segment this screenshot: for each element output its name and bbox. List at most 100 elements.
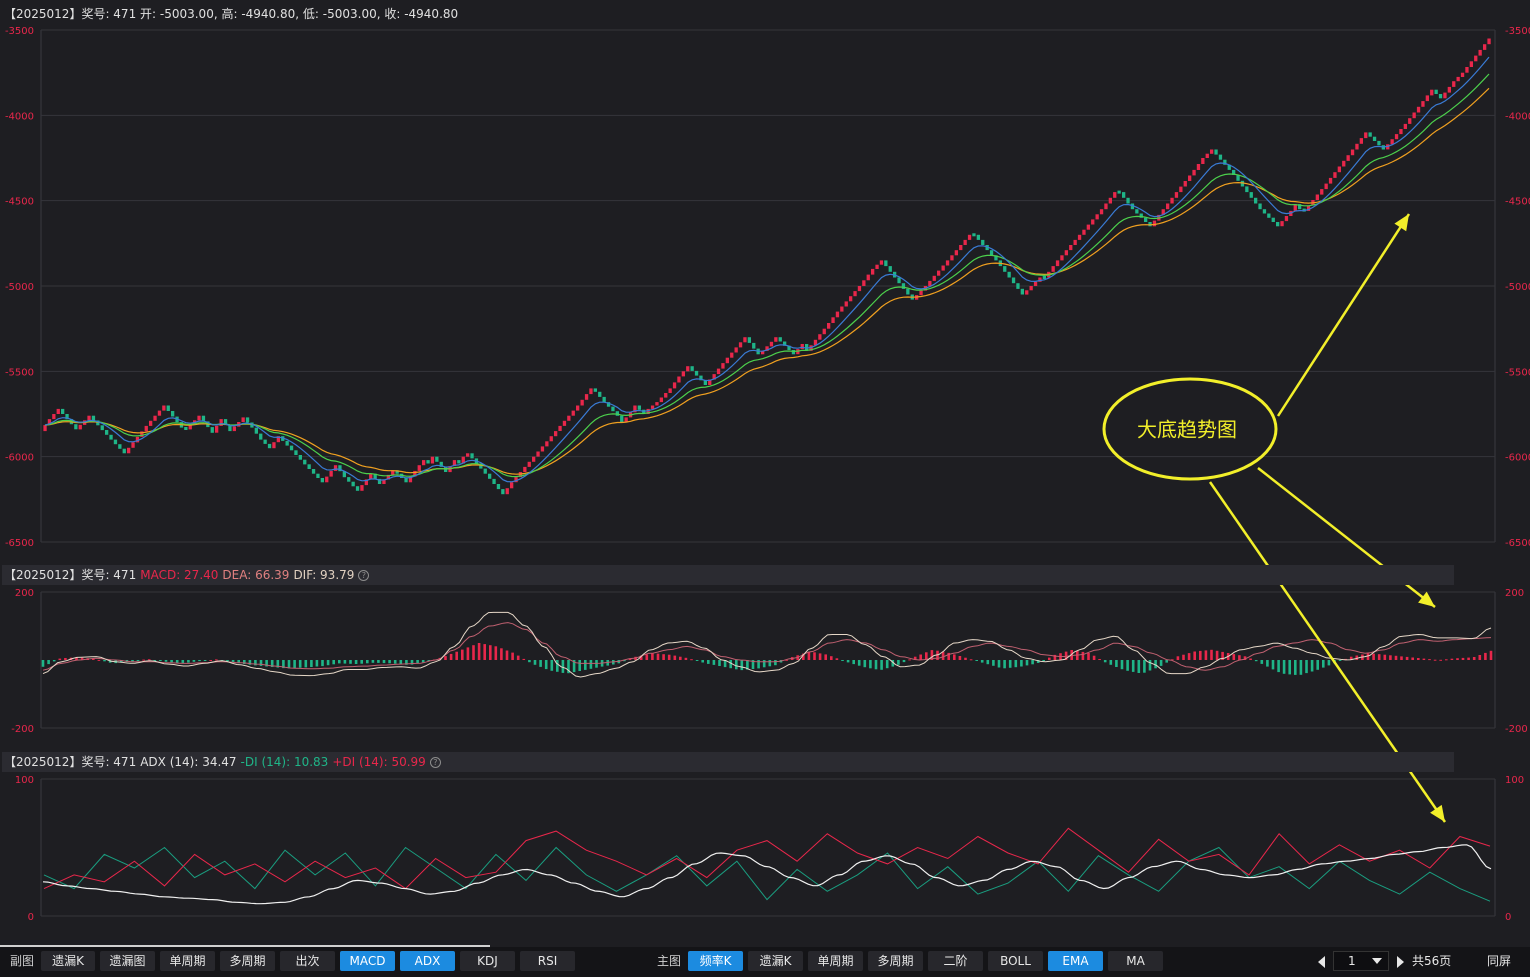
macd-value: MACD: 27.40 (140, 568, 219, 582)
macd-bar (667, 654, 671, 660)
candle (1130, 203, 1135, 210)
main-button-second-order[interactable]: 二阶 (928, 951, 983, 971)
sub-button-omission-chart[interactable]: 遗漏图 (100, 951, 155, 971)
candle (655, 402, 659, 406)
candle (527, 461, 531, 467)
macd-bar (1445, 659, 1448, 661)
macd-bar (377, 660, 380, 663)
candle (1483, 44, 1487, 50)
candle (765, 346, 769, 351)
candle (690, 366, 694, 371)
candle (105, 430, 109, 435)
macd-bar (1316, 660, 1319, 670)
candle (426, 460, 430, 464)
next-page-icon[interactable] (1397, 956, 1404, 968)
candle (813, 339, 818, 346)
candle (976, 234, 980, 240)
candle (664, 393, 668, 398)
macd-bar (902, 660, 906, 663)
sub-button-rsi[interactable]: RSI (520, 951, 575, 971)
main-button-single-period[interactable]: 单周期 (808, 951, 863, 971)
candle (919, 290, 923, 296)
main-button-omission-k[interactable]: 遗漏K (748, 951, 803, 971)
main-button-ma[interactable]: MA (1108, 951, 1163, 971)
candle (835, 311, 840, 318)
candle (1394, 134, 1399, 140)
same-screen-button[interactable]: 同屏 (1486, 954, 1511, 968)
macd-bar (64, 658, 67, 660)
candle (844, 301, 848, 307)
sub-chart-label: 副图 (10, 954, 35, 968)
candle (747, 337, 751, 343)
candle (1460, 72, 1465, 77)
macd-bar (1148, 660, 1152, 671)
sub-button-macd[interactable]: MACD (340, 951, 395, 971)
candle (488, 473, 492, 479)
macd-bar (1143, 660, 1146, 673)
macd-bar (567, 660, 570, 674)
prev-page-icon[interactable] (1318, 956, 1325, 968)
macd-bar (483, 644, 486, 660)
macd-bar (1327, 660, 1331, 666)
sub-button-multi-period[interactable]: 多周期 (220, 951, 275, 971)
macd-bar (584, 660, 587, 670)
macd-bar (304, 660, 308, 668)
macd-bar (455, 651, 458, 660)
candle (263, 439, 267, 444)
macd-bar (578, 660, 581, 671)
candle (1055, 260, 1060, 267)
macd-bar (505, 650, 509, 660)
macd-bar (1294, 660, 1297, 675)
main-button-boll[interactable]: BOLL (988, 951, 1043, 971)
macd-bar (1288, 660, 1291, 675)
candle (483, 468, 487, 474)
macd-bar (550, 660, 554, 671)
candle (1179, 186, 1183, 193)
scrollbar[interactable] (0, 945, 490, 947)
sub-button-occurrences[interactable]: 出次 (280, 951, 335, 971)
charts-canvas[interactable]: -3500 -3500 -4000 -4000 -4500 -4500 -5000 -5000… (0, 0, 1530, 945)
candle (153, 415, 157, 421)
candle (774, 337, 778, 342)
macd-bar (354, 660, 358, 664)
sub-button-kdj[interactable]: KDJ (460, 951, 515, 971)
page-select[interactable]: 1 (1333, 951, 1389, 971)
macd-bar (265, 660, 268, 667)
candle (932, 275, 936, 281)
help-icon[interactable]: ? (429, 757, 441, 768)
candle (1033, 281, 1038, 286)
main-button-frequency-k[interactable]: 频率K (688, 951, 743, 971)
candle (659, 397, 663, 403)
macd-tick-top-left: 200 (15, 588, 34, 599)
sub-button-single-period[interactable]: 单周期 (160, 951, 215, 971)
candle (1350, 149, 1355, 156)
candle (1267, 213, 1271, 218)
candle (1082, 229, 1086, 235)
sub-button-omission-k[interactable]: 遗漏K (41, 951, 95, 971)
macd-bar (662, 654, 665, 660)
sub-button-adx[interactable]: ADX (400, 951, 455, 971)
candle (342, 471, 346, 478)
macd-bar (556, 660, 559, 672)
candle (853, 291, 857, 297)
macd-bar (925, 652, 928, 660)
macd-bar (282, 660, 285, 669)
candle (131, 442, 135, 448)
candle (1218, 154, 1223, 160)
candle (1214, 149, 1218, 155)
candle (1438, 94, 1443, 99)
candle (171, 411, 175, 417)
candle (1205, 153, 1209, 158)
macd-bar (908, 659, 911, 661)
candle (783, 341, 787, 346)
candle (1240, 180, 1245, 187)
candle (681, 371, 685, 377)
help-icon[interactable]: ? (358, 570, 370, 581)
main-button-multi-period[interactable]: 多周期 (868, 951, 923, 971)
candle (514, 477, 518, 483)
main-button-ema[interactable]: EMA (1048, 951, 1103, 971)
macd-bar (1199, 650, 1202, 660)
candle (620, 415, 624, 423)
candle (1298, 204, 1302, 210)
candle (197, 415, 201, 421)
